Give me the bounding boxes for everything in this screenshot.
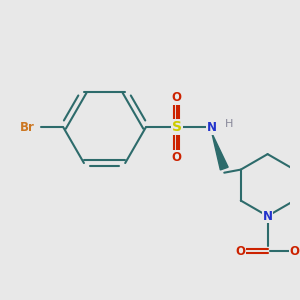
Text: O: O [236,244,246,258]
Text: Br: Br [20,121,34,134]
Text: H: H [225,119,233,129]
Polygon shape [212,133,228,170]
Text: S: S [172,120,182,134]
Text: O: O [172,91,182,104]
Text: O: O [290,244,299,258]
Text: N: N [262,209,273,223]
Text: O: O [172,151,182,164]
Text: N: N [207,121,217,134]
